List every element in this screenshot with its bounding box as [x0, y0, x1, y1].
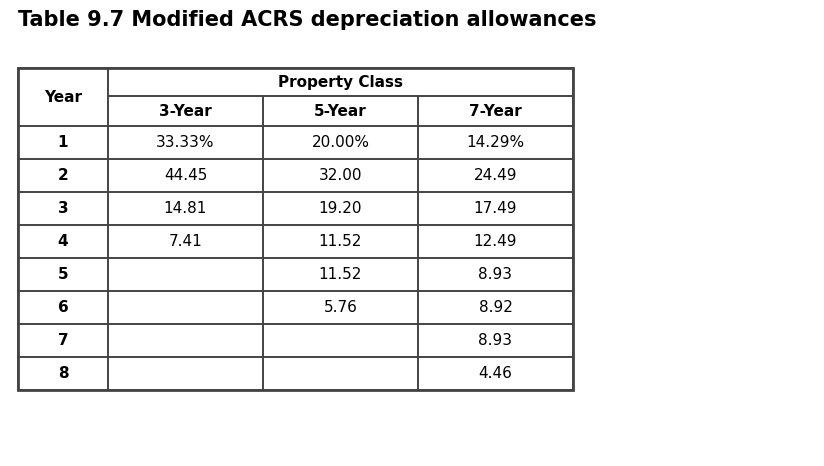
Bar	[108, 126, 263, 159]
Text: 32.00: 32.00	[319, 168, 363, 183]
Bar	[263, 225, 418, 258]
Bar	[108, 291, 263, 324]
Bar	[108, 357, 263, 390]
Bar	[263, 324, 418, 357]
Bar	[263, 126, 418, 159]
Text: 14.29%: 14.29%	[466, 135, 525, 150]
Text: 7.41: 7.41	[169, 234, 203, 249]
Text: 14.81: 14.81	[164, 201, 207, 216]
Bar	[108, 324, 263, 357]
Text: 11.52: 11.52	[319, 234, 363, 249]
Text: 5: 5	[58, 267, 68, 282]
Text: 8.92: 8.92	[479, 300, 513, 315]
Text: 6: 6	[58, 300, 68, 315]
Bar	[18, 258, 108, 291]
Text: 5-Year: 5-Year	[314, 103, 367, 118]
Text: 17.49: 17.49	[474, 201, 517, 216]
Text: Table 9.7 Modified ACRS depreciation allowances: Table 9.7 Modified ACRS depreciation all…	[18, 10, 597, 30]
Bar	[18, 291, 108, 324]
Text: 3-Year: 3-Year	[159, 103, 212, 118]
Bar	[18, 225, 108, 258]
Text: 33.33%: 33.33%	[157, 135, 215, 150]
Text: 7: 7	[58, 333, 68, 348]
Bar	[263, 192, 418, 225]
Bar	[263, 357, 418, 390]
Bar	[263, 159, 418, 192]
Bar	[108, 68, 573, 96]
Bar	[18, 357, 108, 390]
Text: 8.93: 8.93	[479, 267, 513, 282]
Text: 1: 1	[58, 135, 68, 150]
Text: 2: 2	[58, 168, 68, 183]
Bar	[18, 68, 573, 390]
Text: 8: 8	[58, 366, 68, 381]
Bar	[18, 68, 108, 126]
Bar	[263, 291, 418, 324]
Bar	[418, 96, 573, 126]
Text: 4: 4	[58, 234, 68, 249]
Bar	[263, 258, 418, 291]
Text: 20.00%: 20.00%	[311, 135, 369, 150]
Text: 7-Year: 7-Year	[469, 103, 522, 118]
Bar	[418, 291, 573, 324]
Bar	[418, 225, 573, 258]
Text: 12.49: 12.49	[474, 234, 517, 249]
Bar	[418, 126, 573, 159]
Bar	[18, 324, 108, 357]
Bar	[108, 192, 263, 225]
Bar	[418, 357, 573, 390]
Bar	[418, 192, 573, 225]
Bar	[263, 96, 418, 126]
Bar	[18, 159, 108, 192]
Text: 11.52: 11.52	[319, 267, 363, 282]
Bar	[418, 324, 573, 357]
Bar	[108, 225, 263, 258]
Text: Property Class: Property Class	[278, 75, 403, 89]
Bar	[418, 159, 573, 192]
Text: 24.49: 24.49	[474, 168, 517, 183]
Text: 19.20: 19.20	[319, 201, 363, 216]
Text: 4.46: 4.46	[479, 366, 513, 381]
Bar	[18, 126, 108, 159]
Text: 44.45: 44.45	[164, 168, 207, 183]
Text: 3: 3	[58, 201, 68, 216]
Bar	[418, 258, 573, 291]
Bar	[18, 192, 108, 225]
Bar	[108, 258, 263, 291]
Bar	[108, 159, 263, 192]
Bar	[108, 96, 263, 126]
Text: Year: Year	[44, 89, 82, 104]
Text: 8.93: 8.93	[479, 333, 513, 348]
Text: 5.76: 5.76	[324, 300, 358, 315]
